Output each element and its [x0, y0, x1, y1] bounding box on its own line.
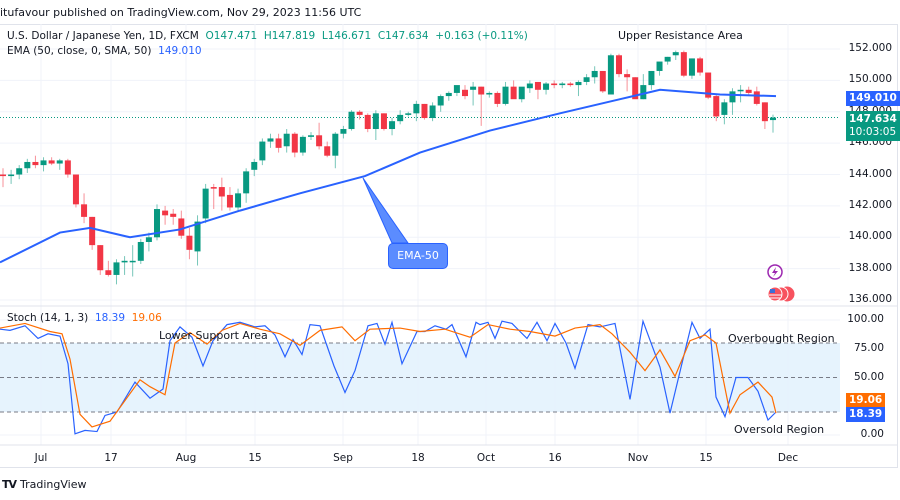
lightning-event-icon[interactable]: [767, 264, 783, 280]
stoch-k-tag: 18.39: [846, 407, 886, 422]
price-tick: 142.000: [848, 198, 892, 211]
time-tick: 15: [248, 452, 262, 464]
time-tick: Dec: [777, 452, 799, 464]
lower-support-label: Lower Support Area: [159, 329, 268, 342]
event-icons[interactable]: [760, 260, 820, 310]
symbol-title: U.S. Dollar / Japanese Yen, 1D, FXCM: [7, 30, 199, 42]
oversold-label: Oversold Region: [734, 423, 825, 436]
price-tick: 150.000: [848, 73, 892, 86]
stoch-tick: 50.00: [853, 370, 884, 383]
stoch-k-value: 18.39: [94, 312, 125, 324]
stoch-d-value: 19.06: [131, 312, 162, 324]
stoch-legend: Stoch (14, 1, 3) 18.39 19.06: [7, 312, 162, 324]
time-tick: Jul: [34, 452, 48, 464]
stoch-d-tag: 19.06: [846, 393, 886, 408]
price-tick: 140.000: [848, 230, 892, 243]
time-tick: Nov: [627, 452, 649, 464]
overbought-label: Overbought Region: [728, 332, 835, 345]
ema-50-callout[interactable]: EMA-50: [388, 243, 448, 269]
time-tick: 17: [104, 452, 118, 464]
upper-resistance-label: Upper Resistance Area: [618, 29, 743, 42]
price-change: +0.163 (+0.11%): [435, 30, 528, 42]
ohlc-high: H147.819: [263, 30, 316, 42]
chart-frame: [0, 24, 898, 468]
price-tick: 138.000: [848, 261, 892, 274]
ema-legend: EMA (50, close, 0, SMA, 50) 149.010: [7, 45, 202, 57]
price-tick: 136.000: [848, 293, 892, 306]
time-tick: Aug: [175, 452, 197, 464]
us-flag-economic-event-icon[interactable]: [767, 286, 795, 302]
ohlc-low: L146.671: [321, 30, 372, 42]
ema-label: EMA (50, close, 0, SMA, 50): [7, 45, 152, 57]
time-tick: 18: [411, 452, 425, 464]
last-price-tag: 147.634 10:03:05: [846, 111, 900, 141]
ema-value: 149.010: [158, 45, 202, 57]
bar-countdown: 10:03:05: [849, 126, 897, 138]
ema-price-tag: 149.010: [846, 91, 900, 106]
symbol-legend: U.S. Dollar / Japanese Yen, 1D, FXCM O14…: [7, 30, 528, 42]
time-tick: 16: [548, 452, 562, 464]
ohlc-close: C147.634: [377, 30, 429, 42]
tradingview-brand: TradingView: [20, 478, 87, 491]
chart-canvas[interactable]: [0, 0, 900, 470]
stoch-tick: 100.00: [847, 313, 884, 325]
price-tick: 152.000: [848, 42, 892, 54]
ohlc-open: O147.471: [205, 30, 258, 42]
tradingview-logo[interactable]: TV TradingView: [2, 478, 87, 491]
time-tick: Oct: [476, 452, 496, 464]
price-tick: 144.000: [848, 167, 892, 180]
stoch-tick: 0.00: [860, 428, 884, 440]
stoch-label: Stoch (14, 1, 3): [7, 312, 89, 324]
stoch-tick: 75.00: [853, 341, 884, 354]
time-tick: Sep: [333, 452, 353, 464]
time-tick: 15: [699, 452, 713, 464]
published-by: itufavour published on TradingView.com, …: [0, 6, 362, 19]
tv-logo-icon: TV: [2, 478, 17, 491]
last-price: 147.634: [849, 113, 897, 125]
